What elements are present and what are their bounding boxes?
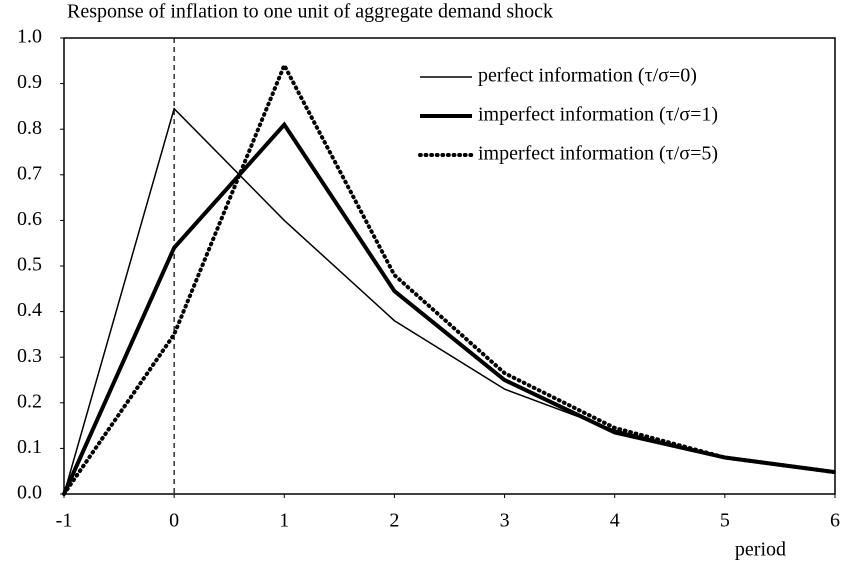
x-axis-label: period: [735, 539, 786, 561]
y-tick-label: 0.4: [17, 299, 42, 321]
x-tick-label: -1: [56, 510, 73, 532]
series-line: [62, 121, 836, 495]
y-tick-label: 0.3: [17, 345, 42, 367]
chart-title: Response of inflation to one unit of agg…: [67, 1, 553, 23]
x-tick-label: 5: [720, 510, 730, 532]
y-tick-label: 0.6: [17, 208, 42, 230]
x-tick-label: 3: [500, 510, 510, 532]
x-tick-label: 4: [610, 510, 620, 532]
y-tick-label: 1.0: [17, 26, 42, 48]
y-tick-label: 0.5: [17, 254, 42, 276]
y-tick-label: 0.0: [17, 482, 42, 504]
series-line: [62, 60, 837, 496]
legend-label: imperfect information (τ/σ=5): [478, 143, 718, 165]
x-tick-label: 6: [830, 510, 840, 532]
y-tick-label: 0.2: [17, 390, 42, 412]
series-line: [63, 107, 836, 495]
plot-frame: [63, 37, 836, 495]
x-tick-label: 0: [169, 510, 179, 532]
x-tick-label: 2: [389, 510, 399, 532]
legend-label: imperfect information (τ/σ=1): [478, 104, 718, 126]
y-tick-label: 0.9: [17, 71, 42, 93]
legend-label: perfect information (τ/σ=0): [478, 65, 697, 87]
y-tick-label: 0.1: [17, 436, 42, 458]
x-tick-label: 1: [279, 510, 289, 532]
y-tick-label: 0.8: [17, 117, 42, 139]
y-tick-label: 0.7: [17, 162, 42, 184]
